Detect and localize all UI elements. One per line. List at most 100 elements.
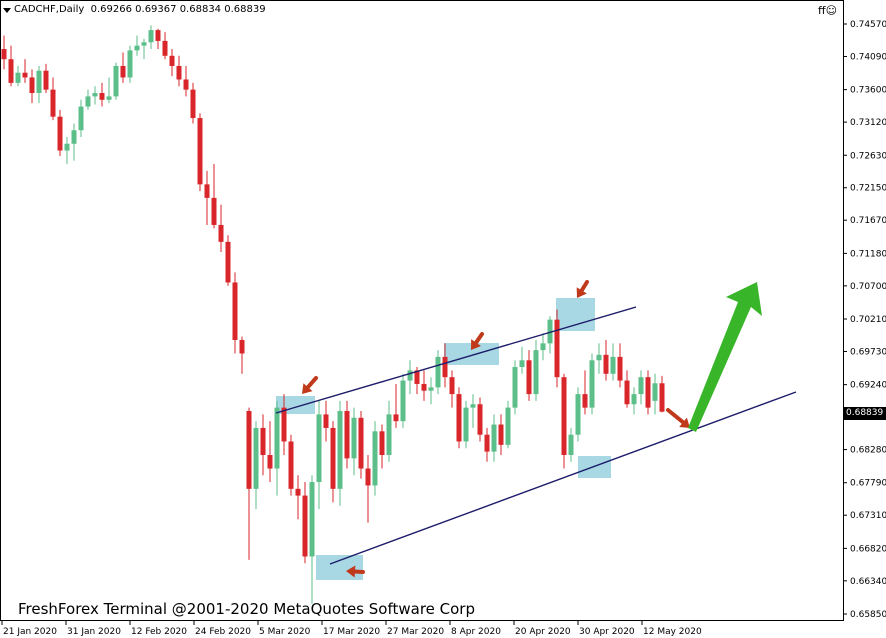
candle bbox=[316, 400, 322, 510]
candle bbox=[169, 49, 175, 77]
candle bbox=[113, 62, 119, 100]
y-tick-label: 0.73120 bbox=[850, 118, 886, 128]
candle bbox=[645, 370, 651, 415]
candle bbox=[519, 346, 525, 374]
candle bbox=[393, 383, 399, 428]
candle bbox=[638, 370, 644, 405]
y-tick-label: 0.70210 bbox=[850, 315, 886, 325]
red-arrow-icon bbox=[666, 408, 690, 428]
y-tick-label: 0.66340 bbox=[850, 577, 886, 587]
ohlc-values: 0.69266 0.69367 0.68834 0.68839 bbox=[90, 4, 266, 15]
candle bbox=[400, 373, 406, 428]
red-arrow-icon bbox=[346, 565, 365, 578]
candle bbox=[435, 350, 441, 395]
candle bbox=[449, 370, 455, 408]
candle bbox=[106, 77, 112, 104]
highlight-box bbox=[556, 298, 595, 331]
y-tick-label: 0.71180 bbox=[850, 249, 886, 259]
candle bbox=[29, 69, 35, 104]
x-tick-label: 8 Apr 2020 bbox=[451, 627, 501, 637]
candle bbox=[267, 421, 273, 483]
candle bbox=[127, 45, 133, 83]
candle bbox=[99, 82, 105, 107]
candle bbox=[85, 89, 91, 110]
x-tick-label: 12 Feb 2020 bbox=[131, 627, 187, 637]
candle bbox=[22, 59, 28, 83]
candle bbox=[631, 387, 637, 415]
candle bbox=[71, 123, 77, 161]
candle bbox=[225, 235, 231, 286]
current-price-label: 0.68839 bbox=[844, 407, 886, 420]
candle bbox=[239, 336, 245, 374]
candle bbox=[512, 360, 518, 415]
candle bbox=[456, 387, 462, 449]
ff-smiley-icon[interactable]: ff☺ bbox=[818, 4, 838, 17]
candle bbox=[309, 475, 315, 604]
candle bbox=[442, 343, 448, 388]
watermark: FreshForex Terminal @2001-2020 MetaQuote… bbox=[18, 600, 475, 618]
candle bbox=[302, 482, 308, 564]
candle bbox=[274, 400, 280, 496]
y-tick-label: 0.69240 bbox=[850, 381, 886, 391]
candle bbox=[211, 164, 217, 229]
candle bbox=[533, 339, 539, 401]
candle bbox=[547, 316, 553, 354]
chart-frame bbox=[0, 0, 844, 621]
red-arrow-icon bbox=[302, 376, 318, 394]
candle bbox=[652, 373, 658, 415]
candle bbox=[463, 400, 469, 449]
y-tick-label: 0.66820 bbox=[850, 544, 886, 554]
price-axis: 0.74570 0.74090 0.73600 0.73120 0.72630 0.721… bbox=[843, 20, 886, 620]
lower-channel-line bbox=[329, 391, 797, 565]
candle bbox=[134, 35, 140, 56]
y-tick-label: 0.74090 bbox=[850, 52, 886, 62]
candle bbox=[526, 350, 532, 401]
candle bbox=[15, 65, 21, 87]
candle bbox=[351, 407, 357, 476]
candle bbox=[64, 136, 70, 165]
y-tick-label: 0.72630 bbox=[850, 151, 886, 161]
y-tick-label: 0.70700 bbox=[850, 282, 886, 292]
candle bbox=[295, 475, 301, 520]
x-tick-label: 31 Jan 2020 bbox=[67, 627, 121, 637]
candle bbox=[232, 272, 238, 354]
candle bbox=[575, 387, 581, 442]
red-arrow-icon bbox=[576, 280, 589, 298]
x-tick-label: 5 Mar 2020 bbox=[259, 627, 311, 637]
y-tick-label: 0.73600 bbox=[850, 86, 886, 96]
x-tick-label: 21 Jan 2020 bbox=[3, 627, 57, 637]
x-tick-label: 20 Apr 2020 bbox=[515, 627, 571, 637]
candle bbox=[218, 204, 224, 253]
candle bbox=[162, 32, 168, 60]
x-tick-label: 24 Feb 2020 bbox=[195, 627, 251, 637]
candle bbox=[358, 411, 364, 479]
candle bbox=[561, 373, 567, 469]
candle bbox=[43, 63, 49, 94]
annotation-arrows bbox=[302, 280, 762, 578]
candle bbox=[372, 421, 378, 496]
x-tick-label: 30 Apr 2020 bbox=[579, 627, 635, 637]
candle bbox=[155, 28, 161, 50]
candle bbox=[281, 394, 287, 455]
candle bbox=[554, 309, 560, 388]
candle bbox=[36, 65, 42, 104]
x-tick-label: 27 Mar 2020 bbox=[387, 627, 444, 637]
candle bbox=[197, 113, 203, 192]
candle bbox=[176, 55, 182, 87]
candle bbox=[498, 414, 504, 455]
y-tick-label: 0.72150 bbox=[850, 184, 886, 194]
candle bbox=[365, 454, 371, 523]
candle bbox=[491, 414, 497, 462]
triangle-down-icon[interactable] bbox=[3, 8, 11, 13]
candle bbox=[1, 35, 7, 70]
candle bbox=[603, 339, 609, 381]
candle bbox=[50, 77, 56, 121]
candle bbox=[407, 360, 413, 395]
y-tick-label: 0.71670 bbox=[850, 216, 886, 226]
candle bbox=[92, 86, 98, 105]
trend-channel bbox=[275, 306, 797, 565]
green-arrow-icon bbox=[688, 282, 762, 432]
candle bbox=[421, 370, 427, 401]
candle bbox=[8, 45, 14, 87]
